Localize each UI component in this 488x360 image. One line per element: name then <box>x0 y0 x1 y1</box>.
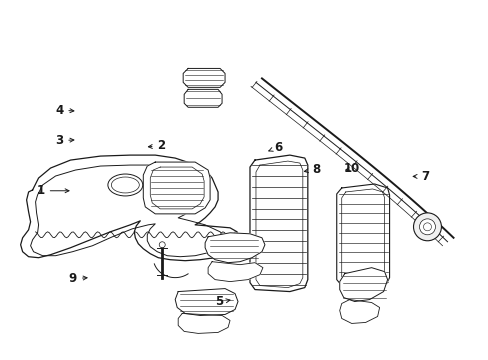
Polygon shape <box>249 155 307 292</box>
Polygon shape <box>20 155 240 261</box>
Polygon shape <box>175 289 238 315</box>
Text: 4: 4 <box>55 104 74 117</box>
Polygon shape <box>184 89 222 107</box>
Text: 3: 3 <box>55 134 74 147</box>
Polygon shape <box>336 184 389 288</box>
Text: 5: 5 <box>215 296 229 309</box>
Polygon shape <box>204 233 264 263</box>
Circle shape <box>419 219 435 235</box>
Polygon shape <box>183 68 224 87</box>
Text: 9: 9 <box>69 272 87 285</box>
Circle shape <box>159 242 165 248</box>
Text: 7: 7 <box>412 170 428 183</box>
Polygon shape <box>208 262 263 282</box>
Text: 2: 2 <box>148 139 165 152</box>
Polygon shape <box>178 314 229 333</box>
Text: 8: 8 <box>304 163 320 176</box>
Text: 6: 6 <box>268 140 282 153</box>
Text: 10: 10 <box>343 162 359 175</box>
Polygon shape <box>339 300 379 323</box>
Polygon shape <box>339 268 387 302</box>
Circle shape <box>413 213 441 241</box>
Text: 1: 1 <box>37 184 69 197</box>
Polygon shape <box>143 162 210 214</box>
